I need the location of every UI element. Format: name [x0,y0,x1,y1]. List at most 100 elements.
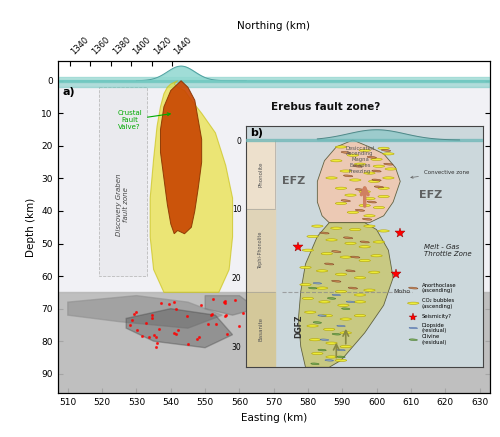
Ellipse shape [332,251,341,253]
Text: Melt - Gas
Throttle Zone: Melt - Gas Throttle Zone [424,244,472,257]
Ellipse shape [330,160,342,162]
Ellipse shape [302,297,314,299]
Y-axis label: Depth (km): Depth (km) [26,198,36,257]
Point [148,311,156,318]
Point [128,316,136,323]
Point [212,320,220,327]
Ellipse shape [385,168,396,170]
Point [232,297,239,304]
Point [152,340,160,347]
Ellipse shape [374,186,384,188]
Point [221,313,229,320]
Point [130,311,138,318]
Ellipse shape [300,284,311,286]
Point [222,311,230,318]
Ellipse shape [346,301,354,302]
Ellipse shape [340,318,351,320]
Ellipse shape [372,170,381,172]
Ellipse shape [332,280,341,282]
Ellipse shape [384,163,393,165]
Point [278,339,286,346]
X-axis label: Northing (km): Northing (km) [238,21,310,31]
Polygon shape [58,77,490,87]
Polygon shape [160,81,202,234]
Point [126,322,134,329]
Point [282,302,290,309]
Ellipse shape [409,339,418,340]
Ellipse shape [344,175,353,177]
Ellipse shape [354,163,366,165]
Point [145,333,153,340]
Ellipse shape [302,249,314,251]
Point [243,305,251,312]
Ellipse shape [325,360,334,361]
Point [260,335,268,342]
Text: Erebus fault zone?: Erebus fault zone? [270,102,380,112]
Point [204,321,212,328]
Ellipse shape [344,237,353,239]
Ellipse shape [300,266,311,269]
Point [250,316,258,323]
Ellipse shape [330,227,342,229]
Point [272,297,280,304]
Text: Phonolite: Phonolite [258,162,263,187]
Text: EFZ: EFZ [282,177,306,186]
Ellipse shape [307,325,318,327]
Ellipse shape [364,225,375,227]
Polygon shape [58,81,490,292]
Text: EFZ: EFZ [420,190,442,200]
Point [172,305,180,312]
Ellipse shape [340,346,351,348]
Ellipse shape [318,349,326,351]
Text: Tephi-Phonolite: Tephi-Phonolite [258,232,263,269]
Ellipse shape [356,189,364,191]
Point [138,333,146,340]
Ellipse shape [359,205,370,207]
Ellipse shape [354,301,366,303]
Ellipse shape [311,363,319,364]
Ellipse shape [378,195,390,198]
Text: Seismicity?: Seismicity? [422,315,452,319]
Point [172,330,180,337]
Point [133,326,141,333]
Ellipse shape [367,201,376,203]
Ellipse shape [378,187,390,189]
Polygon shape [246,126,483,367]
Text: Diopside
(residual): Diopside (residual) [422,323,447,333]
Ellipse shape [347,211,358,214]
Ellipse shape [326,239,337,241]
Point [194,335,202,342]
Point [132,309,140,316]
Point [221,298,229,305]
Point [170,330,178,337]
Polygon shape [246,209,274,291]
Polygon shape [298,223,393,367]
Text: a): a) [62,87,76,97]
Point [184,340,192,347]
Ellipse shape [409,327,418,329]
Point [148,314,156,321]
Ellipse shape [321,315,332,317]
Ellipse shape [350,256,360,258]
Point [265,336,273,343]
Ellipse shape [326,177,337,179]
Ellipse shape [364,289,375,291]
Ellipse shape [324,328,335,330]
Ellipse shape [364,215,375,217]
Bar [98,87,146,276]
Ellipse shape [368,271,380,274]
Text: Anorthoclase
(ascending): Anorthoclase (ascending) [422,283,456,294]
Ellipse shape [368,180,380,183]
Point [155,326,163,333]
Ellipse shape [354,315,366,317]
Ellipse shape [332,333,340,335]
Polygon shape [126,309,232,348]
Ellipse shape [345,242,356,244]
Ellipse shape [360,241,370,243]
Text: Crustal
Fault
Valve?: Crustal Fault Valve? [117,110,170,130]
Ellipse shape [307,235,318,238]
Point [282,308,290,315]
Ellipse shape [312,352,323,354]
Ellipse shape [382,149,390,151]
Ellipse shape [336,202,346,205]
